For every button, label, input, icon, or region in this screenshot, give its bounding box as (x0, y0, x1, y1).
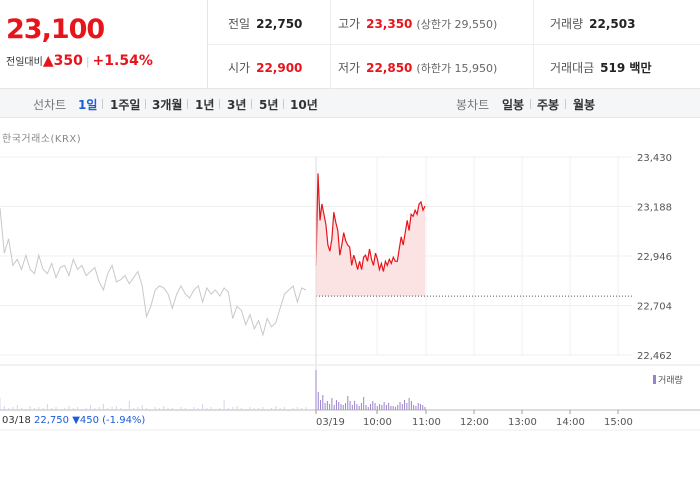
tab-divider (251, 99, 252, 109)
today-area (316, 173, 425, 297)
candle-chart-label: 봉차트 (456, 98, 490, 112)
stat-value: 519 백만 (600, 61, 652, 75)
current-price: 23,100 (6, 14, 105, 45)
y-tick-label: 23,188 (637, 203, 672, 214)
y-tick-label: 22,704 (637, 302, 672, 313)
tab-divider (145, 99, 146, 109)
divider: | (85, 55, 90, 68)
y-tick-label: 22,946 (637, 252, 672, 263)
tab-3month[interactable]: 3개월 (152, 98, 183, 112)
tab-weekly-candle[interactable]: 주봉 (537, 98, 560, 112)
stat-value: 22,900 (256, 61, 303, 75)
stat-label: 저가 (338, 61, 361, 75)
tab-divider (102, 99, 103, 109)
stat-value: 22,750 (256, 17, 303, 31)
stat-high: 고가 23,350 (상한가 29,550) (338, 15, 497, 32)
stat-label: 전일 (228, 17, 251, 31)
volume-legend-label: 거래량 (658, 376, 683, 386)
y-tick-label: 23,430 (637, 153, 672, 164)
prev-day-line (0, 208, 307, 337)
stat-open: 시가 22,900 (228, 59, 302, 76)
stat-volume: 거래량 22,503 (550, 15, 635, 32)
tab-divider (219, 99, 220, 109)
stat-label: 거래량 (550, 17, 584, 31)
change-value: 350 (53, 53, 83, 69)
stat-value: 23,350 (366, 17, 413, 31)
stats-divider (533, 0, 534, 89)
tab-divider (530, 99, 531, 109)
tab-divider (187, 99, 188, 109)
tab-divider (565, 99, 566, 109)
change-percent: +1.54% (92, 53, 153, 69)
stat-prev-close: 전일 22,750 (228, 15, 302, 32)
price-change: 전일대비▲350 | +1.54% (6, 53, 153, 69)
stats-divider (330, 0, 331, 89)
x-tick-label: 14:00 (556, 417, 585, 428)
prev-day-summary: 03/18 22,750 ▼450 (-1.94%) (2, 415, 145, 426)
tab-1day[interactable]: 1일 (78, 98, 98, 112)
tab-5year[interactable]: 5년 (259, 98, 279, 112)
stat-trade-amount: 거래대금 519 백만 (550, 59, 651, 76)
quote-header (0, 0, 700, 89)
upper-limit: (상한가 29,550) (416, 18, 498, 31)
line-chart-label: 선차트 (33, 98, 67, 112)
x-tick-label: 12:00 (460, 417, 489, 428)
tab-3year[interactable]: 3년 (227, 98, 247, 112)
price-summary: 23,100 전일대비▲350 | +1.54% (0, 0, 208, 89)
x-tick-label: 15:00 (604, 417, 633, 428)
prev-day-price: 22,750 (34, 415, 70, 426)
stat-label: 고가 (338, 17, 361, 31)
stat-label: 시가 (228, 61, 251, 75)
today-line (315, 173, 426, 272)
up-arrow-icon: ▲ (42, 53, 54, 69)
x-tick-label: 10:00 (363, 417, 392, 428)
stat-label: 거래대금 (550, 61, 595, 75)
volume-legend: 거래량 (653, 373, 683, 386)
volume-swatch (653, 375, 656, 384)
tab-1week[interactable]: 1주일 (110, 98, 141, 112)
x-tick-label: 11:00 (412, 417, 441, 428)
prev-day-date: 03/18 (2, 415, 31, 426)
tab-monthly-candle[interactable]: 월봉 (573, 98, 596, 112)
stat-value: 22,850 (366, 61, 413, 75)
prev-day-change: ▼450 (-1.94%) (72, 415, 146, 426)
tab-daily-candle[interactable]: 일봉 (502, 98, 525, 112)
chart-period-tabs: 선차트 1일 1주일 3개월 1년 3년 5년 10년 봉차트 일봉 주봉 월봉 (0, 89, 700, 118)
lower-limit: (하한가 15,950) (416, 62, 498, 75)
data-source: 한국거래소(KRX) (2, 134, 82, 145)
y-tick-label: 22,462 (637, 351, 672, 362)
stat-low: 저가 22,850 (하한가 15,950) (338, 59, 497, 76)
tab-1year[interactable]: 1년 (195, 98, 215, 112)
stat-value: 22,503 (589, 17, 636, 31)
change-label: 전일대비 (6, 57, 43, 68)
x-tick-label: 03/19 (316, 417, 345, 428)
stats-divider (208, 44, 700, 45)
tab-divider (283, 99, 284, 109)
x-tick-label: 13:00 (508, 417, 537, 428)
tab-10year[interactable]: 10년 (290, 98, 318, 112)
